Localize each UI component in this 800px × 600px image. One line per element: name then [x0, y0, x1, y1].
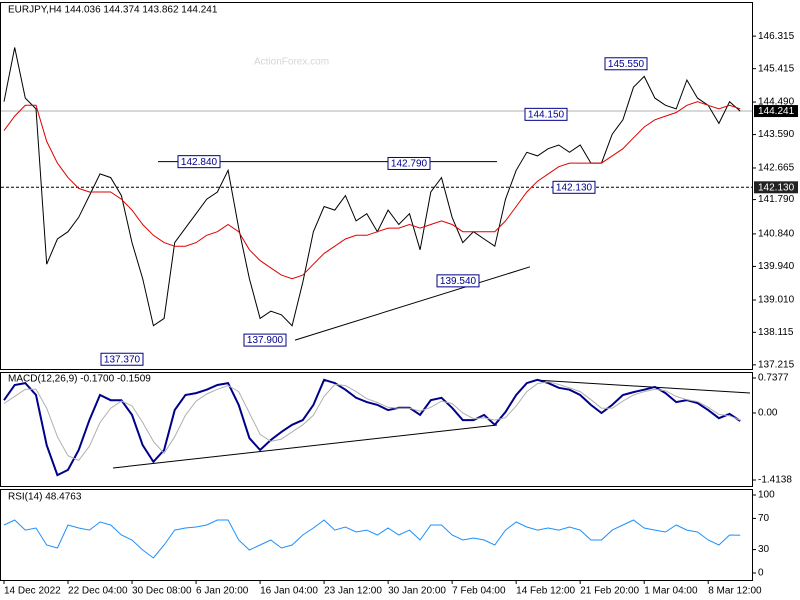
y-tick-label: 138.115 [758, 327, 794, 338]
series-line [3, 519, 741, 559]
y-tick-label: 70 [758, 513, 770, 524]
x-tick-label: 7 Feb 04:00 [452, 586, 506, 597]
annotation-label: 139.540 [440, 276, 477, 287]
annotation-box [604, 57, 648, 71]
price-panel [0, 2, 753, 370]
annotation-box [552, 180, 596, 194]
y-tick-label: 100 [758, 490, 775, 501]
y-tick-label: 137.215 [758, 359, 795, 370]
x-tick-label: 16 Jan 04:00 [260, 586, 318, 597]
y-tick-label: 139.010 [758, 295, 795, 306]
series-line [3, 101, 741, 280]
series-line [3, 378, 741, 477]
y-tick-label: 143.590 [758, 129, 795, 140]
watermark: ActionForex.com [254, 57, 329, 68]
y-tick-label: 0.00 [758, 408, 778, 419]
annotation-label: 142.130 [556, 182, 593, 193]
series-line [3, 47, 741, 327]
y-tick-label: 139.940 [758, 261, 795, 272]
rsi-title: RSI(14) 48.4763 [8, 492, 82, 503]
macd-title: MACD(12,26,9) -0.1700 -0.1509 [8, 374, 151, 385]
y-tick-label: 145.415 [758, 63, 795, 74]
annotation-box [524, 107, 568, 121]
annotation-label: 145.550 [608, 59, 645, 70]
macd-panel [0, 372, 753, 487]
x-tick-label: 23 Jan 12:00 [324, 586, 382, 597]
support-line [294, 266, 531, 341]
annotation-label: 144.150 [528, 109, 565, 120]
annotation-label: 142.840 [181, 157, 218, 168]
y-tick-label: 140.840 [758, 229, 795, 240]
last-price-tag-box [754, 105, 798, 118]
y-tick-label: 146.315 [758, 31, 795, 42]
annotation-box [100, 352, 144, 366]
y-tick-label: -1.4138 [758, 475, 792, 486]
annotation-label: 142.790 [391, 159, 428, 170]
x-tick-label: 14 Feb 12:00 [516, 586, 575, 597]
x-tick-label: 8 Mar 12:00 [708, 586, 762, 597]
annotation-label: 137.900 [247, 335, 284, 346]
y-tick-label: 144.490 [758, 97, 795, 108]
annotation-box [243, 333, 287, 347]
y-tick-label: 141.790 [758, 194, 795, 205]
rsi-panel [0, 489, 753, 581]
macd-trendline [112, 424, 498, 469]
x-tick-label: 22 Dec 04:00 [68, 586, 128, 597]
x-tick-label: 6 Jan 20:00 [196, 586, 249, 597]
annotation-box [387, 156, 431, 170]
x-tick-label: 21 Feb 20:00 [580, 586, 639, 597]
annotation-box [177, 155, 221, 169]
x-tick-label: 14 Dec 2022 [4, 586, 61, 597]
series-line [3, 381, 741, 462]
level-tag: 142.130 [758, 182, 795, 193]
y-tick-label: 30 [758, 544, 770, 555]
y-tick-label: 0 [758, 568, 764, 579]
x-tick-label: 30 Dec 08:00 [132, 586, 192, 597]
y-tick-label: 0.7377 [758, 373, 789, 384]
annotation-label: 137.370 [104, 354, 141, 365]
x-tick-label: 1 Mar 04:00 [644, 586, 698, 597]
macd-trendline [534, 379, 751, 394]
x-tick-label: 30 Jan 20:00 [388, 586, 446, 597]
level-tag-box [754, 181, 798, 194]
annotation-box [436, 274, 480, 288]
y-tick-label: 142.665 [758, 163, 795, 174]
last-price-tag: 144.241 [758, 106, 795, 117]
price-title: EURJPY,H4 144.036 144.374 143.862 144.24… [8, 5, 218, 16]
